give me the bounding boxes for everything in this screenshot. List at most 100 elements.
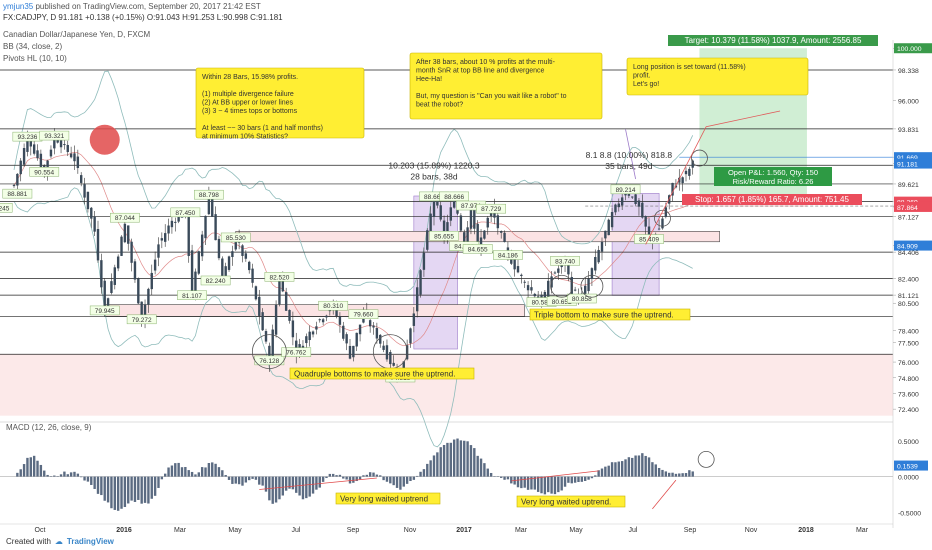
candle-body xyxy=(664,207,668,217)
macd-histogram-bar xyxy=(133,476,137,502)
macd-histogram-bar xyxy=(587,476,590,480)
macd-histogram-bar xyxy=(486,468,489,477)
macd-histogram-bar xyxy=(308,476,311,497)
triple-bottom-note-box xyxy=(529,308,691,321)
candle-body xyxy=(610,212,614,228)
macd-histogram-bar xyxy=(315,476,318,490)
pattern-circle xyxy=(691,149,708,167)
macd-histogram-bar xyxy=(416,475,419,477)
price-tick-label: 72.400 xyxy=(898,407,919,414)
pivot-label: 88.798 xyxy=(199,192,219,199)
time-tick-label: Mar xyxy=(174,527,187,534)
candle-body xyxy=(194,271,197,297)
stop-label-bg xyxy=(682,194,862,205)
macd-histogram-bar xyxy=(328,473,332,477)
macd-histogram-bar xyxy=(668,472,671,477)
note-profit-line: (3) 3 ~ 4 times tops or bottoms xyxy=(202,108,298,115)
macd-histogram-bar xyxy=(506,476,510,480)
candle-body xyxy=(607,219,610,236)
macd-histogram-bar xyxy=(473,448,476,477)
macd-histogram-bar xyxy=(466,441,469,477)
macd-histogram-bar xyxy=(53,475,56,477)
macd-histogram-bar xyxy=(570,476,573,484)
candle-body xyxy=(231,251,234,258)
macd-histogram-bar xyxy=(153,476,157,496)
candle-body xyxy=(382,345,385,350)
macd-histogram-bar xyxy=(553,476,557,495)
tradingview-brand[interactable]: TradingView xyxy=(66,537,114,546)
pivot-label: 87.974 xyxy=(461,203,481,210)
projection-arrow xyxy=(645,110,781,245)
candle-body xyxy=(59,140,63,148)
macd-tick-label: 0.0000 xyxy=(898,475,919,482)
macd-histogram-bar xyxy=(540,476,543,494)
candle-body xyxy=(214,214,217,241)
candle-body xyxy=(187,211,190,257)
macd-histogram-bar xyxy=(442,444,446,477)
macd-histogram-bar xyxy=(76,473,80,477)
price-badge-label: 91.181 xyxy=(897,162,918,169)
pivot-label: 90.554 xyxy=(34,169,54,176)
macd-histogram-bar xyxy=(113,476,116,510)
price-chart[interactable]: 93.236 93.321 90.554 88.881 87.044 87.450 88.7… xyxy=(0,0,932,535)
stop-label: Stop: 1.657 (1.85%) 165.7, Amount: 751.4… xyxy=(695,195,849,204)
candle-body xyxy=(372,325,375,328)
pivot-label: 87.729 xyxy=(481,206,501,213)
macd-histogram-bar xyxy=(395,476,399,488)
macd-histogram-bar xyxy=(241,476,244,486)
macd-histogram-bar xyxy=(137,476,140,500)
macd-histogram-bar xyxy=(237,476,241,485)
candle-body xyxy=(103,280,106,309)
candle-body xyxy=(22,148,26,165)
pivot-label-box xyxy=(348,309,379,319)
candle-body xyxy=(338,316,342,325)
candle-body xyxy=(352,345,355,358)
candle-body xyxy=(16,173,19,186)
macd-histogram-bar xyxy=(120,476,123,509)
candle-body xyxy=(204,215,207,239)
macd-histogram-bar xyxy=(227,476,231,480)
macd-histogram-bar xyxy=(671,472,674,477)
candle-body xyxy=(412,313,416,326)
pattern-circle xyxy=(550,274,574,298)
author-link[interactable]: ymjun35 xyxy=(3,2,34,11)
macd-histogram-bar xyxy=(197,472,200,477)
macd-histogram-bar xyxy=(130,476,133,501)
macd-histogram-bar xyxy=(264,476,268,492)
candle-body xyxy=(174,221,177,223)
macd-histogram-bar xyxy=(446,442,449,477)
macd-tick-label: 0.5000 xyxy=(898,439,919,446)
macd-histogram-bar xyxy=(436,452,439,477)
candle-body xyxy=(147,288,150,305)
macd-histogram-bar xyxy=(547,476,550,493)
candle-body xyxy=(153,259,157,271)
macd-histogram-bar xyxy=(63,471,66,477)
candle-body xyxy=(83,184,86,198)
pivot-label: 82.520 xyxy=(269,274,289,281)
candle-body xyxy=(254,286,258,300)
macd-tick-label: -0.5000 xyxy=(898,510,921,517)
candle-body xyxy=(200,234,204,257)
macd-histogram-bar xyxy=(214,463,217,477)
candle-body xyxy=(308,331,311,341)
bb-indicator-label[interactable]: BB (34, close, 2) xyxy=(3,42,63,51)
candle-body xyxy=(530,287,533,291)
macd-histogram-bar xyxy=(405,476,409,484)
candle-body xyxy=(96,229,100,261)
macd-histogram-bar xyxy=(224,475,227,477)
macd-histogram-bar xyxy=(543,476,547,495)
candle-body xyxy=(597,249,600,263)
candle-body xyxy=(248,261,251,271)
candle-body xyxy=(197,251,200,274)
candle-body xyxy=(671,182,674,196)
macd-label: MACD (12, 26, close, 9) xyxy=(6,423,92,432)
measure-label: 10.203 (15.89%) 1220.3 xyxy=(388,161,479,171)
pivots-indicator-label[interactable]: Pivots HL (10, 10) xyxy=(3,54,67,63)
macd-histogram-bar xyxy=(688,470,691,477)
pivot-label-box xyxy=(194,189,224,200)
macd-histogram-bar xyxy=(573,476,577,483)
candle-body xyxy=(523,281,526,283)
candle-body xyxy=(543,291,547,299)
candle-body xyxy=(385,345,389,360)
pivot-label: 79.945 xyxy=(95,308,115,315)
